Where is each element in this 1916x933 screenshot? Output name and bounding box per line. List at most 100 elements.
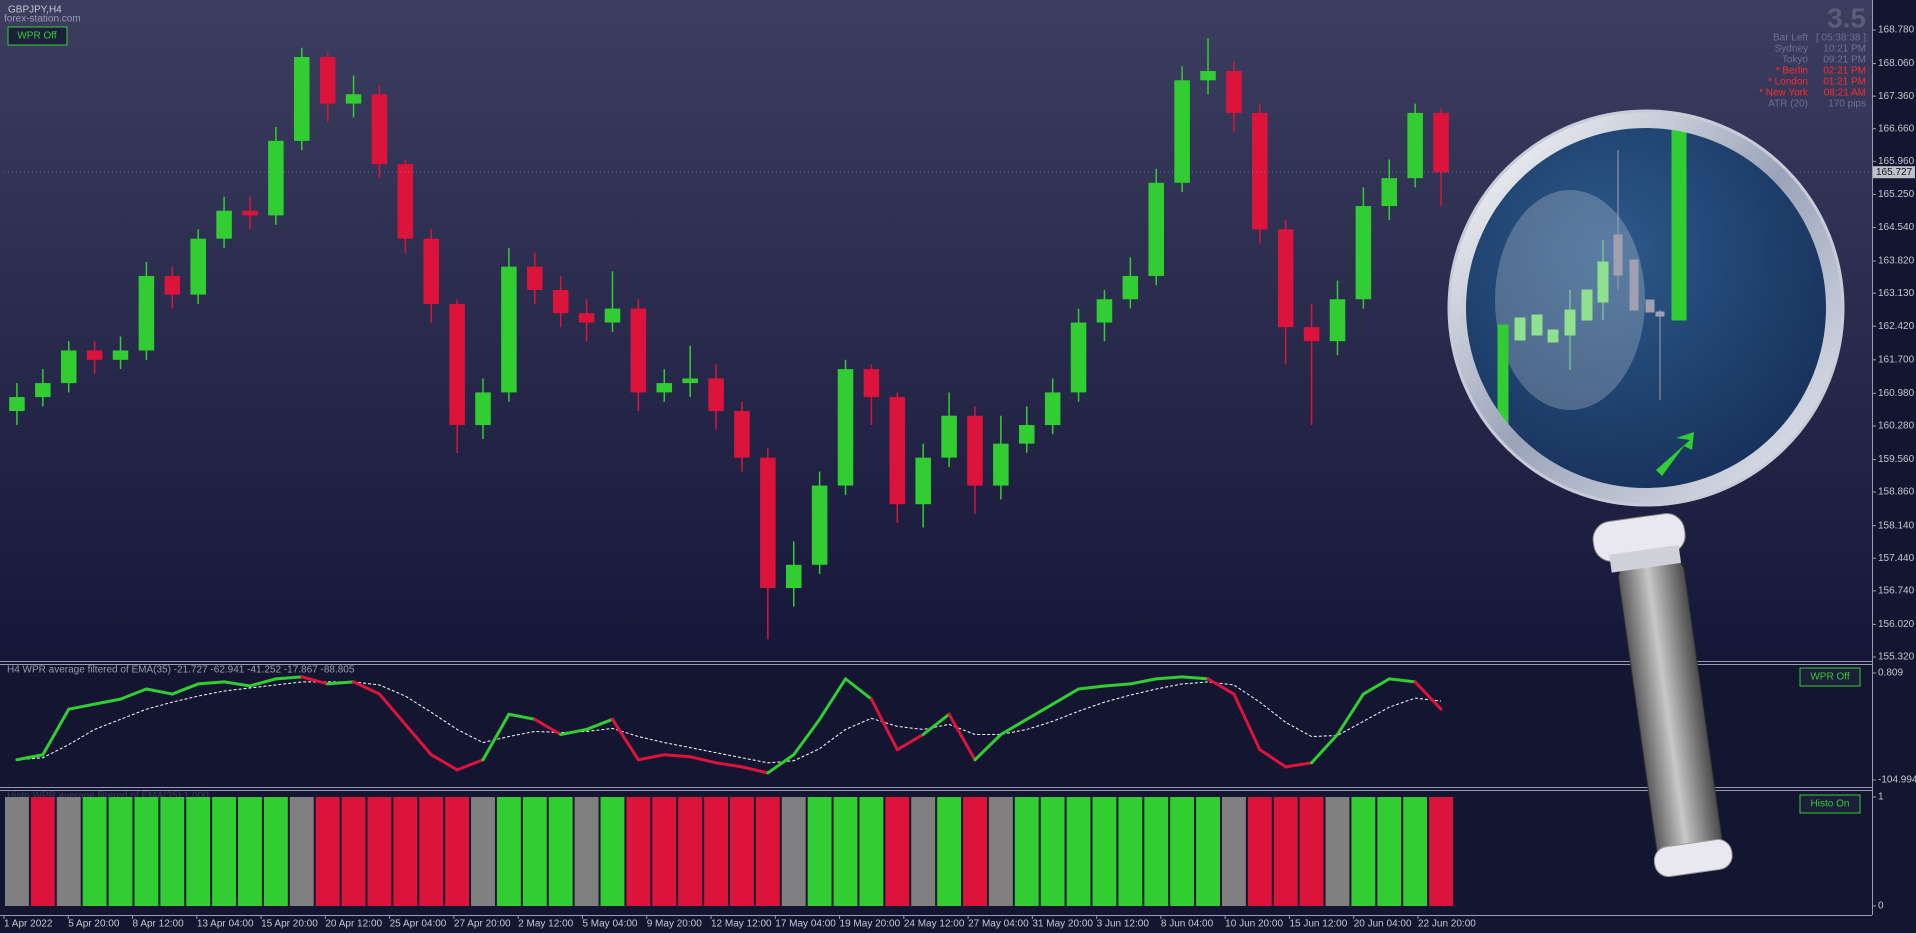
y-tick-label: 160.280 xyxy=(1878,421,1915,432)
x-tick-label: 1 Apr 2022 xyxy=(4,919,53,930)
candle-body xyxy=(682,378,698,384)
y-tick-label: 160.980 xyxy=(1878,388,1915,399)
y-tick-label: 165.250 xyxy=(1878,189,1915,200)
candle-body xyxy=(1407,112,1423,179)
histo-bar xyxy=(367,797,392,906)
wpr-segment xyxy=(714,761,744,769)
wpr-segment xyxy=(352,680,381,696)
candle-body xyxy=(785,564,802,589)
wpr-segment xyxy=(999,717,1029,736)
wpr-toggle-label[interactable]: WPR Off xyxy=(17,31,56,42)
candle-body xyxy=(319,57,336,104)
histo-bar xyxy=(600,797,625,906)
source: forex-station.com xyxy=(4,14,81,25)
info-value: 170 pips xyxy=(1828,99,1866,110)
histo-bar xyxy=(1247,797,1272,906)
histo-bar xyxy=(574,797,599,906)
histo-bar xyxy=(30,797,55,906)
wpr-segment xyxy=(15,753,45,762)
candle-body xyxy=(9,397,25,412)
wpr-segment xyxy=(1051,687,1081,706)
wpr-segment xyxy=(559,727,589,736)
candle-body xyxy=(1019,425,1035,444)
wpr-segment xyxy=(1128,677,1158,686)
panel-title: H4 WPR average filtered of EMA(35) -21.7… xyxy=(7,665,355,676)
candle-body xyxy=(86,350,103,360)
candle-body xyxy=(1226,70,1242,113)
wpr-segment xyxy=(1154,675,1184,681)
histo-bar xyxy=(134,797,159,906)
info-value: 01:21 PM xyxy=(1823,77,1866,88)
histo-bar xyxy=(1351,797,1376,906)
candle-body xyxy=(760,457,776,589)
x-tick-label: 27 Apr 20:00 xyxy=(454,919,511,930)
info-value: [ 05:38:38 ] xyxy=(1816,33,1866,44)
y-tick-label: 156.740 xyxy=(1878,585,1915,596)
wpr-segment xyxy=(196,680,226,686)
wpr-segment xyxy=(1025,702,1055,721)
histo-bar xyxy=(1196,797,1220,906)
y-tick-label: 156.020 xyxy=(1878,619,1915,630)
y-tick-label: 168.060 xyxy=(1878,58,1915,69)
y-tick-label: 159.560 xyxy=(1878,454,1915,465)
histo-bar xyxy=(496,797,521,906)
info-label: Sydney xyxy=(1775,44,1808,55)
histo-bar xyxy=(704,797,728,906)
histo-bar xyxy=(263,797,288,906)
x-tick-label: 5 May 04:00 xyxy=(582,919,637,930)
panel-toggle-label[interactable]: Histo On xyxy=(1811,799,1850,810)
candle-body xyxy=(734,411,750,458)
candle-body xyxy=(164,275,181,295)
y-tick-label: 166.660 xyxy=(1878,123,1915,134)
y-tick-label: 167.360 xyxy=(1878,91,1915,102)
histo-bar xyxy=(678,797,703,906)
histo-bar xyxy=(1066,797,1091,906)
y-tick-label: 155.320 xyxy=(1878,652,1915,663)
x-tick-label: 25 Apr 04:00 xyxy=(390,919,447,930)
wpr-segment xyxy=(222,680,252,688)
candle-body xyxy=(138,275,155,351)
magnifier xyxy=(1447,109,1845,877)
x-tick-label: 8 Jun 04:00 xyxy=(1161,919,1214,930)
wpr-segment xyxy=(1413,680,1443,711)
wpr-segment xyxy=(274,675,304,681)
candle-body xyxy=(630,308,647,393)
candle-body xyxy=(708,378,724,412)
x-tick-label: 8 Apr 12:00 xyxy=(133,919,185,930)
x-tick-label: 3 Jun 12:00 xyxy=(1097,919,1150,930)
wpr-segment xyxy=(1387,677,1417,684)
panel-toggle[interactable] xyxy=(1799,667,1861,687)
wpr-segment xyxy=(170,682,200,696)
histo-bar xyxy=(1299,797,1324,906)
histo-bar xyxy=(1014,797,1039,906)
panel-toggle[interactable] xyxy=(1799,794,1861,814)
y-tick-label: 165.960 xyxy=(1878,156,1915,167)
wpr-segment xyxy=(921,712,951,736)
wpr-segment xyxy=(1206,677,1236,696)
histo-bar xyxy=(212,797,237,906)
symbol: GBPJPY,H4 xyxy=(8,5,62,16)
wpr-toggle[interactable] xyxy=(7,26,68,46)
histo-bar xyxy=(445,797,470,906)
wpr-segment xyxy=(1310,732,1339,765)
histo-bar xyxy=(626,797,651,906)
x-tick-label: 10 Jun 20:00 xyxy=(1225,919,1283,930)
wpr-segment xyxy=(947,712,977,762)
wpr-segment xyxy=(507,712,537,721)
y-tick-label: 164.540 xyxy=(1878,222,1915,233)
histo-bar xyxy=(911,797,936,906)
x-tick-label: 15 Apr 20:00 xyxy=(261,919,318,930)
histo-bar xyxy=(988,797,1013,906)
histo-bar xyxy=(341,797,366,906)
histo-bar xyxy=(1170,797,1195,906)
candle-body xyxy=(60,350,77,384)
wpr-segment xyxy=(1232,692,1262,752)
wpr-segment xyxy=(1258,748,1288,769)
x-tick-label: 17 May 04:00 xyxy=(775,919,836,930)
candle-body xyxy=(527,266,543,290)
panel-toggle-label[interactable]: WPR Off xyxy=(1810,672,1849,683)
current-price: 165.727 xyxy=(1876,167,1913,178)
wpr-segment xyxy=(533,717,563,736)
histo-bar xyxy=(963,797,987,906)
wpr-segment xyxy=(377,692,407,726)
